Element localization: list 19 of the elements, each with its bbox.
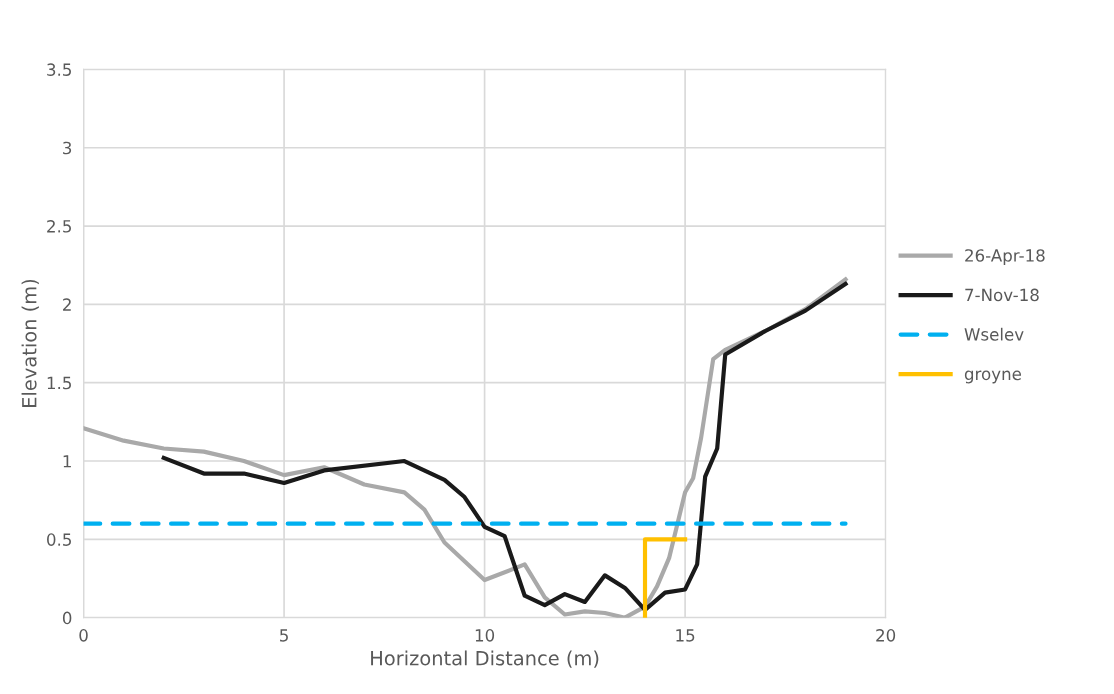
- x-tick-label: 0: [79, 629, 88, 642]
- y-tick-label: 0.5: [47, 533, 71, 546]
- y-tick-label: 3.5: [47, 63, 71, 76]
- y-tick-label: 1: [63, 455, 71, 468]
- x-axis-title: Horizontal Distance (m): [371, 650, 599, 668]
- legend-label: Wselev: [964, 327, 1024, 341]
- x-tick-label: 10: [475, 629, 495, 642]
- x-tick-label: 15: [676, 629, 695, 642]
- legend-label: 7-Nov-18: [965, 288, 1039, 302]
- x-tick-label: 20: [876, 629, 896, 642]
- y-axis-title: Elevation (m): [21, 279, 39, 407]
- x-tick-label: 5: [280, 629, 288, 642]
- legend-label: 26-Apr-18: [965, 249, 1045, 265]
- y-tick-label: 0: [62, 611, 72, 625]
- y-tick-label: 1.5: [47, 376, 71, 390]
- y-tick-label: 2: [63, 298, 71, 311]
- legend-label: groyne: [964, 370, 1022, 384]
- y-tick-label: 3: [63, 141, 72, 155]
- y-tick-label: 2.5: [47, 220, 71, 233]
